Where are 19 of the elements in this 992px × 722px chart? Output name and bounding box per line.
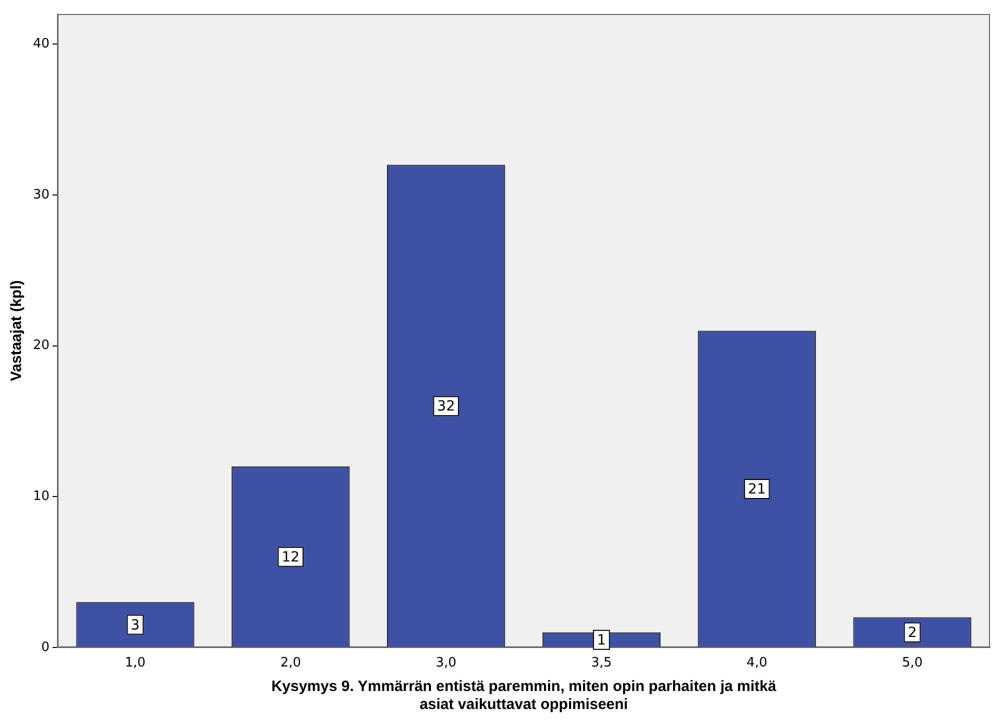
data-label: 2 — [908, 624, 917, 641]
x-axis-title: Kysymys 9. Ymmärrän entistä paremmin, miten opin parhaiten ja mitkä asiat vaikuttavat oppimiseeni — [271, 678, 777, 714]
data-label: 12 — [282, 550, 300, 566]
data-label: 21 — [748, 482, 766, 498]
y-tick-label: 0 — [41, 640, 50, 655]
x-tick-label: 5,0 — [902, 656, 923, 671]
x-tick-label: 3,0 — [436, 656, 456, 671]
x-tick-label: 3,5 — [591, 656, 612, 671]
y-tick-label: 40 — [32, 36, 50, 52]
data-label: 3 — [130, 617, 140, 634]
y-tick-label: 10 — [32, 488, 50, 504]
y-tick-label: 20 — [32, 338, 50, 354]
y-axis-title: Vastaajat (kpl) — [8, 280, 26, 382]
x-tick-label: 1,0 — [124, 656, 146, 671]
data-label: 1 — [597, 632, 606, 648]
data-label: 32 — [437, 398, 455, 415]
x-tick-label: 2,0 — [280, 656, 301, 671]
x-tick-label: 4,0 — [746, 656, 768, 671]
y-tick-label: 30 — [32, 187, 50, 202]
